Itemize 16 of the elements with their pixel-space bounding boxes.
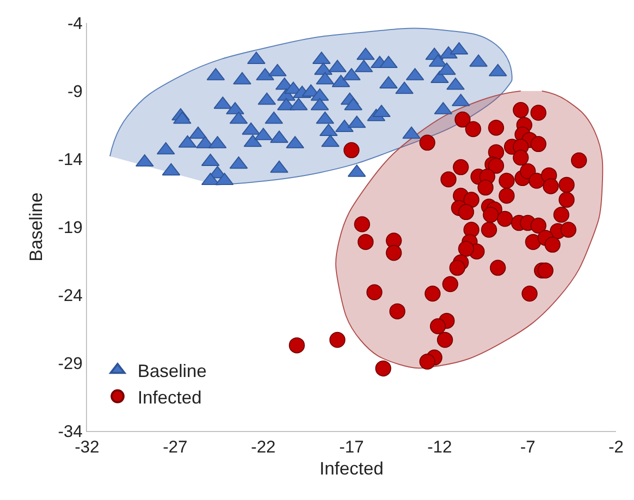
x-axis-title: Infected: [319, 458, 384, 478]
y-tick-label: -24: [58, 286, 83, 305]
y-axis-title: Baseline: [26, 192, 46, 262]
y-tick-label: -29: [58, 354, 83, 373]
y-tick-label: -4: [67, 14, 83, 33]
x-tick-label: -27: [162, 437, 188, 456]
x-tick-label: -12: [427, 437, 452, 456]
x-tick-label: -2: [608, 437, 624, 456]
x-tick-label: -17: [339, 437, 364, 456]
legend-label: Baseline: [138, 360, 207, 381]
y-tick-label: -14: [58, 150, 83, 169]
x-tick-label: -22: [251, 437, 276, 456]
legend-label: Infected: [138, 387, 202, 408]
x-tick-label: -7: [520, 437, 536, 456]
y-tick-label: -19: [58, 218, 83, 237]
y-tick-label: -9: [67, 82, 83, 101]
